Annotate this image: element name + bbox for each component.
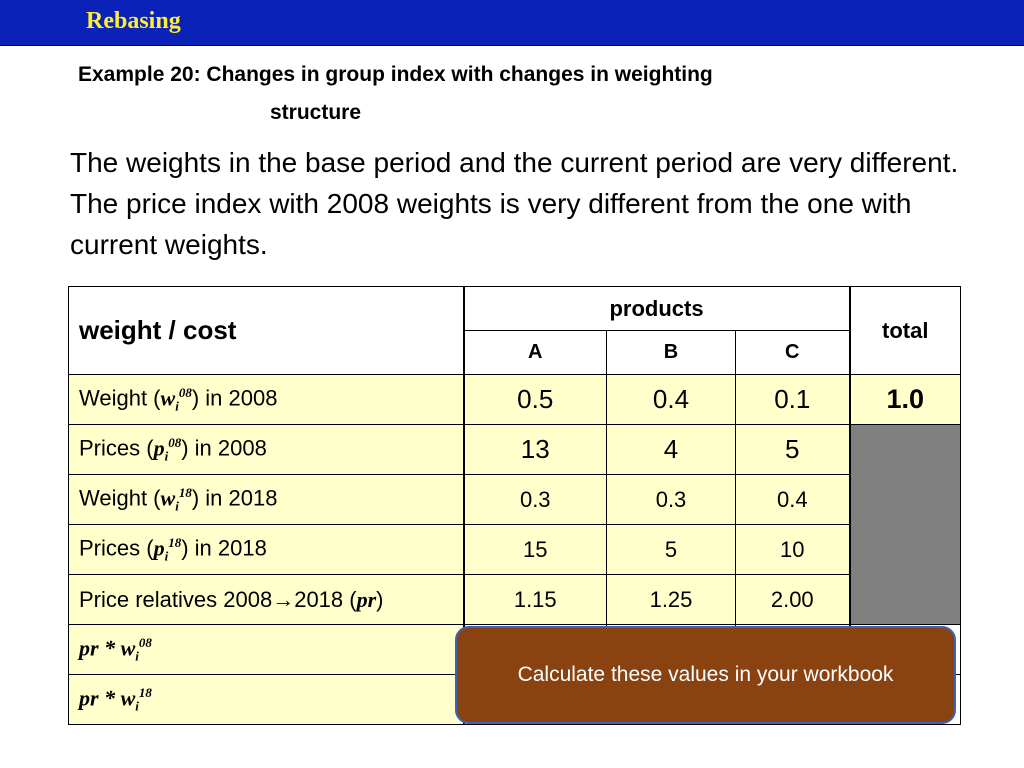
- body-paragraph: The weights in the base period and the c…: [70, 147, 959, 260]
- cell-value: 13: [463, 424, 607, 475]
- header-total: total: [848, 286, 962, 375]
- header-products: products: [462, 286, 851, 331]
- cell-value: 15: [463, 524, 607, 575]
- row-label: pr * wi08: [68, 624, 465, 675]
- cell-value: 0.1: [734, 374, 851, 425]
- table-row: Price relatives 2008→2018 (pr) 1.15 1.25…: [68, 574, 961, 625]
- title-bar: Rebasing: [0, 0, 1024, 46]
- cell-value: 2.00: [734, 574, 851, 625]
- table-row: Prices (pi18) in 2018 15 5 10: [68, 524, 961, 575]
- weights-table: weight / cost products total A B C Weigh…: [68, 286, 962, 725]
- row-label: Price relatives 2008→2018 (pr): [68, 574, 465, 625]
- header-product-b: B: [606, 330, 736, 375]
- header-weight-cost: weight / cost: [68, 286, 465, 375]
- header-product-c: C: [734, 330, 851, 375]
- cell-value: 0.3: [463, 474, 607, 525]
- example-subtitle: Example 20: Changes in group index with …: [78, 56, 838, 132]
- cell-value: 0.5: [463, 374, 607, 425]
- cell-value: 4: [606, 424, 736, 475]
- cell-value: 0.4: [606, 374, 736, 425]
- slide-title: Rebasing: [86, 8, 181, 34]
- cell-value: 5: [606, 524, 736, 575]
- row-label: Prices (pi08) in 2008: [68, 424, 465, 475]
- row-label: Weight (wi08) in 2008: [68, 374, 465, 425]
- cell-total: 1.0: [848, 374, 962, 425]
- workbook-callout: Calculate these values in your workbook: [455, 626, 956, 724]
- cell-value: 10: [734, 524, 851, 575]
- row-label: pr * wi18: [68, 674, 465, 725]
- callout-text: Calculate these values in your workbook: [517, 663, 894, 686]
- cell-value: 0.3: [606, 474, 736, 525]
- subtitle-line-1: Example 20: Changes in group index with …: [78, 63, 713, 86]
- table-row: Prices (pi08) in 2008 13 4 5: [68, 424, 962, 625]
- cell-value: 1.25: [606, 574, 736, 625]
- row-label: Weight (wi18) in 2018: [68, 474, 465, 525]
- cell-value: 0.4: [734, 474, 851, 525]
- table-row: Weight (wi08) in 2008 0.5 0.4 0.1 1.0: [68, 374, 962, 425]
- table-row: Weight (wi18) in 2018 0.3 0.3 0.4: [68, 474, 961, 525]
- cell-value: 5: [734, 424, 851, 475]
- cell-value: 1.15: [463, 574, 607, 625]
- cell-total-blank: [848, 424, 962, 625]
- subtitle-line-2: structure: [270, 101, 362, 124]
- row-label: Prices (pi18) in 2018: [68, 524, 465, 575]
- header-product-a: A: [463, 330, 607, 375]
